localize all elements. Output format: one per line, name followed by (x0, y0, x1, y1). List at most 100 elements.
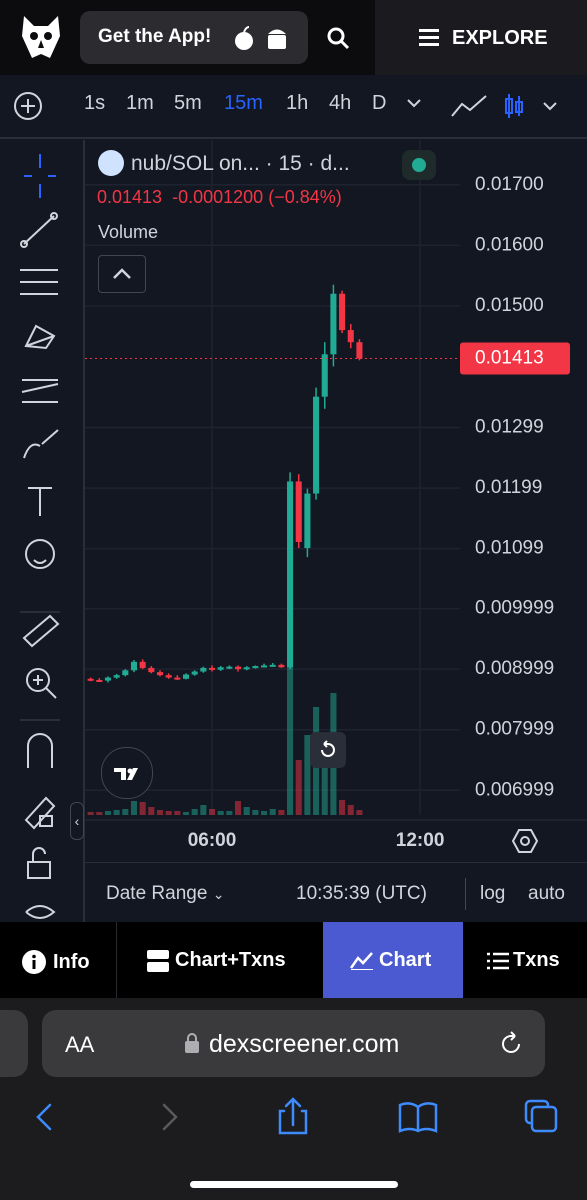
lock-icon (185, 1033, 199, 1053)
volume-bar (278, 810, 285, 815)
volume-bar (235, 801, 242, 815)
volume-bar (156, 810, 164, 815)
legend-change: -0.0001200 (172, 187, 264, 207)
get-app-text: Get the App! (98, 26, 212, 47)
candle-body (330, 293, 337, 355)
y-tick-label: 0.01500 (475, 295, 544, 316)
candle-body (104, 677, 112, 681)
price-tag (460, 342, 570, 375)
volume-bar (208, 809, 216, 815)
candle-body (165, 675, 172, 678)
volume-bar (200, 805, 207, 815)
volume-bar (287, 665, 294, 815)
volume-bar (347, 805, 354, 815)
reset-button[interactable] (310, 732, 346, 768)
volume-bar (339, 800, 346, 815)
browser-nav[interactable] (0, 1095, 587, 1145)
drawing-tools[interactable] (0, 140, 84, 922)
candle-body (96, 680, 103, 682)
volume-bar (148, 807, 155, 815)
volume-bar (113, 810, 120, 815)
timeframe[interactable]: 5m (174, 92, 202, 114)
candle-body (148, 667, 155, 673)
prev-tab[interactable] (0, 1010, 28, 1077)
token-avatar (98, 150, 124, 176)
tab-label: Txns (513, 949, 560, 971)
home-indicator (190, 1181, 398, 1188)
volume-bar (226, 811, 233, 815)
candle-body (313, 396, 320, 494)
tradingview-logo[interactable] (101, 747, 153, 799)
candle-body (122, 670, 129, 676)
timeframe[interactable]: 1s (84, 92, 106, 114)
menu-icon (419, 29, 439, 46)
volume-bar (165, 811, 172, 815)
y-tick-label: 0.006999 (475, 779, 554, 800)
timeframe[interactable]: 1h (286, 92, 309, 114)
url: dexscreener.com (209, 1030, 400, 1058)
collapse-button[interactable] (98, 255, 146, 293)
tab-label: Info (53, 951, 90, 973)
candle-body (304, 493, 311, 549)
y-tick-label: 0.01199 (475, 477, 542, 498)
volume-bar (261, 811, 268, 815)
candle-body (347, 330, 354, 343)
candle-body (287, 481, 294, 668)
date-range-text: Date Range (106, 883, 208, 904)
y-tick-label: 0.009999 (475, 598, 554, 619)
toolbar (0, 75, 587, 139)
legend-price: 0.01413 (97, 187, 163, 207)
timeframe[interactable]: 1m (126, 92, 154, 114)
log-toggle[interactable]: log (480, 883, 506, 904)
candle-body (139, 661, 146, 668)
timeframe[interactable]: 4h (329, 92, 352, 114)
y-tick-label: 0.01600 (475, 234, 544, 255)
date-range[interactable]: Date Range ⌄ (106, 883, 225, 904)
chart-style-icons[interactable] (400, 94, 587, 118)
volume-label: Volume (98, 222, 159, 242)
volume-bar (356, 810, 363, 815)
auto-toggle[interactable]: auto (528, 883, 565, 904)
text-size-button[interactable]: AA (65, 1032, 95, 1057)
y-tick-label: 0.01299 (475, 417, 544, 438)
volume-bar (269, 809, 276, 815)
candle-body (339, 293, 346, 331)
volume-bar (182, 812, 190, 815)
reload-icon[interactable] (498, 1031, 524, 1057)
add-indicator[interactable] (12, 90, 44, 122)
candle-body (130, 661, 138, 671)
volume-bar (304, 735, 311, 815)
divider (83, 140, 85, 922)
timeframe[interactable]: 15m (224, 92, 263, 114)
volume-bar (321, 745, 328, 815)
search-icon[interactable] (326, 26, 352, 52)
tab[interactable]: Info (0, 922, 117, 998)
volume-bar (87, 812, 94, 815)
candle-body (226, 666, 233, 669)
logo[interactable] (20, 14, 62, 62)
settings-icon[interactable] (512, 828, 538, 854)
chart-footer (85, 862, 587, 923)
candle-body (113, 675, 120, 678)
volume-bar (217, 811, 224, 815)
tab[interactable]: Txns (463, 922, 587, 998)
explore-button[interactable] (375, 0, 587, 75)
tab[interactable]: Chart (323, 922, 463, 998)
candle-body (269, 664, 276, 667)
candle-body (200, 667, 207, 672)
tab-label: Chart+Txns (175, 949, 286, 971)
tab[interactable]: Chart+Txns (117, 922, 323, 998)
volume-bar (139, 802, 146, 815)
status (402, 150, 436, 180)
volume-bar (252, 810, 259, 815)
legend-change-pct: (−0.84%) (268, 187, 342, 207)
candle-body (261, 665, 268, 668)
collapse-tools[interactable]: ‹ (70, 802, 84, 840)
volume-bar (174, 811, 181, 815)
address-bar[interactable] (42, 1010, 545, 1077)
candle-body (87, 678, 94, 681)
chart: 0.01700 0.01600 0.01500 0.01299 0.01199 0.010… (85, 140, 587, 851)
candle-body (278, 664, 285, 668)
price-tag-label: 0.01413 (475, 348, 544, 369)
timeframe[interactable]: D (372, 92, 387, 114)
